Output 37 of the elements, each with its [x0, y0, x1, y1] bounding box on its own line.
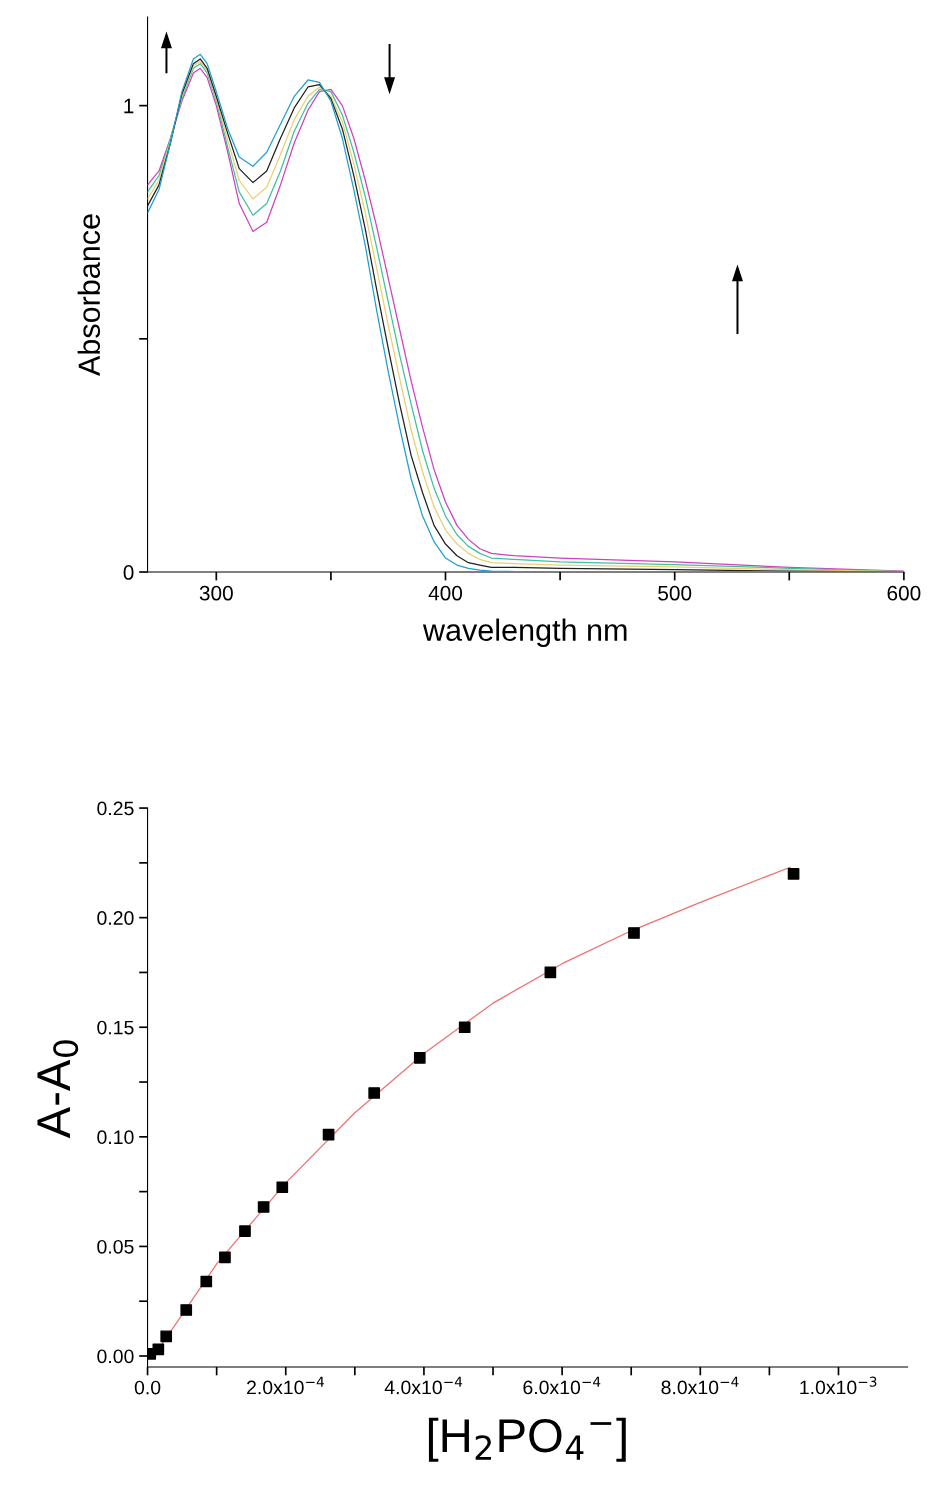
y-tick-label: 0.10 [97, 1130, 134, 1145]
point [200, 1275, 213, 1288]
point [322, 1128, 335, 1141]
point [239, 1225, 251, 1237]
point [219, 1251, 231, 1264]
point [787, 867, 800, 880]
y-tick-label: 0.05 [97, 1239, 134, 1254]
x-tick-label: 300 [199, 585, 233, 601]
point [180, 1304, 193, 1316]
x-axis-title: [H$_{2}$PO$_{4}$$^{−}$] [428, 1417, 626, 1462]
y-tick-label: 0.00 [97, 1349, 134, 1364]
point [257, 1201, 270, 1213]
y-axis-title: A-A$_{0}$ [37, 1040, 79, 1139]
x-axis-title: wavelength nm [422, 618, 627, 648]
x-tick-label: 2.0x10$^{−4}$ [247, 1376, 324, 1395]
point [160, 1330, 173, 1343]
point [413, 1052, 426, 1064]
x-tick-label: 0.0 [134, 1380, 161, 1395]
y-tick-label: 0.20 [97, 911, 134, 925]
point [544, 966, 557, 979]
y-axis-title: Absorbance [77, 214, 101, 376]
x-tick-label: 6.0x10$^{−4}$ [523, 1376, 601, 1395]
y-tick-label: 0.25 [97, 801, 134, 816]
y-tick-label: 1 [124, 98, 134, 114]
point [152, 1343, 165, 1356]
y-tick-label: 0 [123, 565, 134, 580]
point [628, 927, 640, 939]
x-tick-label: 500 [658, 585, 692, 601]
x-tick-label: 1.0x10$^{−3}$ [800, 1376, 877, 1395]
point [276, 1181, 289, 1194]
x-tick-label: 4.0x10$^{−4}$ [384, 1376, 463, 1395]
x-tick-label: 400 [428, 585, 463, 601]
y-tick-label: 0.15 [97, 1020, 134, 1035]
x-tick-label: 8.0x10$^{−4}$ [661, 1376, 739, 1395]
x-tick-label: 600 [887, 585, 921, 601]
point [458, 1021, 471, 1034]
point [368, 1087, 381, 1099]
